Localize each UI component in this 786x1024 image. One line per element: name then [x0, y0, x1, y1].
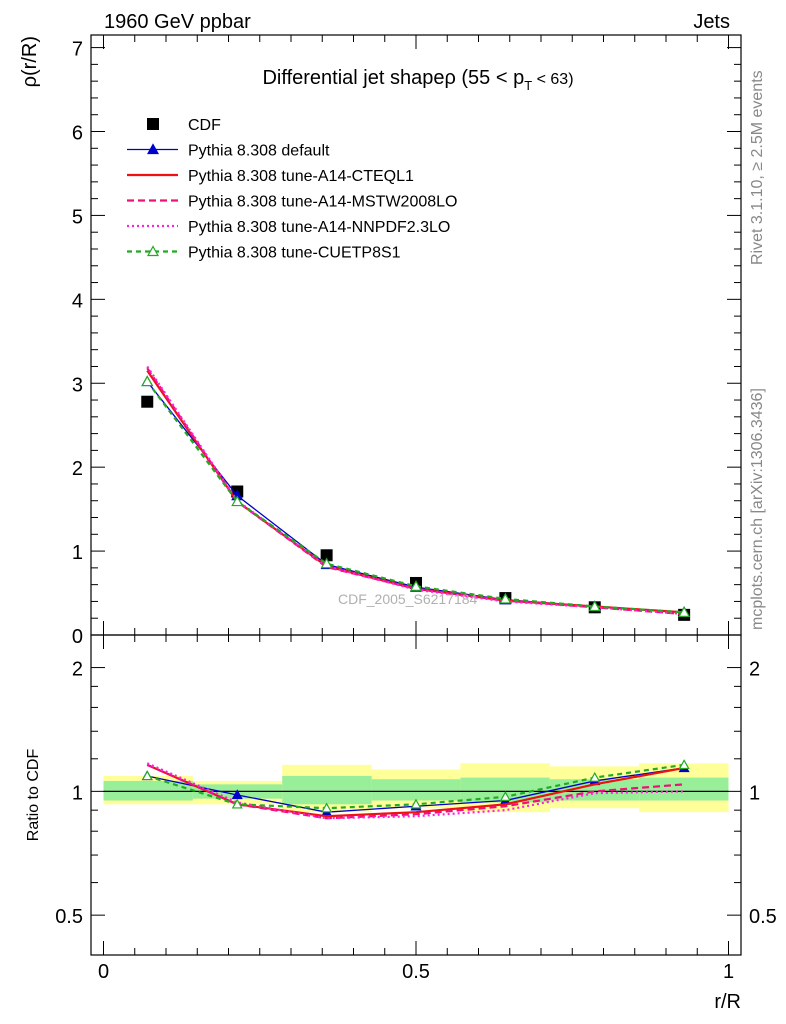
x-tick-label: 1 [723, 961, 734, 983]
y-tick-label-ratio-right: 0.5 [749, 906, 777, 928]
y-tick-label-main: 1 [72, 542, 83, 564]
legend-marker [147, 118, 159, 130]
main-title-subscript: T [524, 78, 532, 93]
y-tick-label-ratio: 0.5 [55, 906, 83, 928]
legend-label: Pythia 8.308 tune-A14-CTEQL1 [188, 168, 414, 185]
watermark: CDF_2005_S6217184 [338, 591, 478, 607]
data-point-main [320, 549, 333, 562]
inner-band [103, 780, 193, 801]
y-tick-label-main: 0 [72, 626, 83, 648]
x-tick-label: 0 [98, 961, 109, 983]
data-point-ratio [589, 771, 601, 782]
y-tick-label-main: 5 [72, 206, 83, 228]
main-panel: 0 1 2 3 4 5 6 7 Differential jet shapeρ (55 < p… [19, 34, 742, 648]
data-point-ratio [321, 802, 333, 813]
y-tick-label-main: 4 [72, 290, 83, 312]
data-point-main [320, 557, 333, 569]
series-ratio-4 [141, 759, 690, 813]
legend: CDF Pythia 8.308 default Pythia 8.308 tune… [127, 117, 457, 262]
y-tick-label-ratio-right: 2 [749, 659, 760, 681]
legend-marker [146, 143, 160, 155]
y-axis-label-main: ρ(r/R) [19, 36, 41, 87]
data-point-ratio [499, 791, 511, 801]
x-tick-label: 0.5 [402, 961, 430, 983]
legend-label: Pythia 8.308 tune-CUETP8S1 [188, 245, 401, 262]
data-point-main [141, 375, 154, 387]
data-point-main [678, 606, 691, 617]
main-title: Differential jet shapeρ (55 < pT < 63) [262, 67, 573, 93]
y-tick-label-main: 6 [72, 123, 83, 145]
y-tick-label-main: 3 [72, 374, 83, 396]
main-title-text: Differential jet shapeρ (55 < p [262, 67, 524, 89]
y-tick-label-main: 7 [72, 39, 83, 61]
x-axis-label: r/R [714, 991, 741, 1013]
header-right: Jets [693, 11, 730, 33]
side-text-rivet: Rivet 3.1.10, ≥ 2.5M events [749, 70, 766, 265]
data-point-main [141, 395, 154, 408]
ratio-panel: 0.5 0.5 1 1 2 2 0 0.5 1 Ratio to CDF r/R [25, 634, 777, 1013]
legend-label: Pythia 8.308 tune-A14-MSTW2008LO [188, 194, 457, 211]
inner-band [639, 777, 729, 801]
data-point-ratio [231, 798, 243, 809]
series-main-2 [146, 370, 685, 614]
y-tick-label-ratio: 1 [72, 782, 83, 804]
legend-marker [146, 245, 160, 257]
inner-band [371, 779, 461, 801]
inner-band [282, 775, 372, 805]
series-line-main [146, 370, 685, 614]
legend-label: Pythia 8.308 tune-A14-NNPDF2.3LO [188, 219, 450, 236]
data-point-ratio [410, 798, 422, 809]
series-main-5 [141, 375, 691, 617]
y-tick-label-ratio-right: 1 [749, 782, 760, 804]
y-axis-label-ratio: Ratio to CDF [25, 749, 42, 842]
data-point-ratio [231, 789, 243, 800]
data-point-main [588, 600, 601, 612]
y-tick-label-ratio: 2 [72, 659, 83, 681]
header-left: 1960 GeV ppbar [104, 11, 251, 33]
data-point-ratio [141, 770, 153, 781]
series-line-ratio [146, 763, 685, 820]
data-point-main [231, 495, 244, 507]
data-point-main [409, 580, 423, 591]
legend-label: Pythia 8.308 default [188, 143, 330, 160]
main-title-end: < 63) [532, 71, 573, 88]
y-tick-label-main: 2 [72, 458, 83, 480]
side-text-mcplots: mcplots.cern.ch [arXiv:1306.3436] [749, 388, 766, 630]
series-ratio-2 [146, 763, 685, 820]
legend-label: CDF [188, 117, 221, 134]
data-point-ratio [678, 759, 690, 770]
data-point-main [499, 592, 512, 604]
